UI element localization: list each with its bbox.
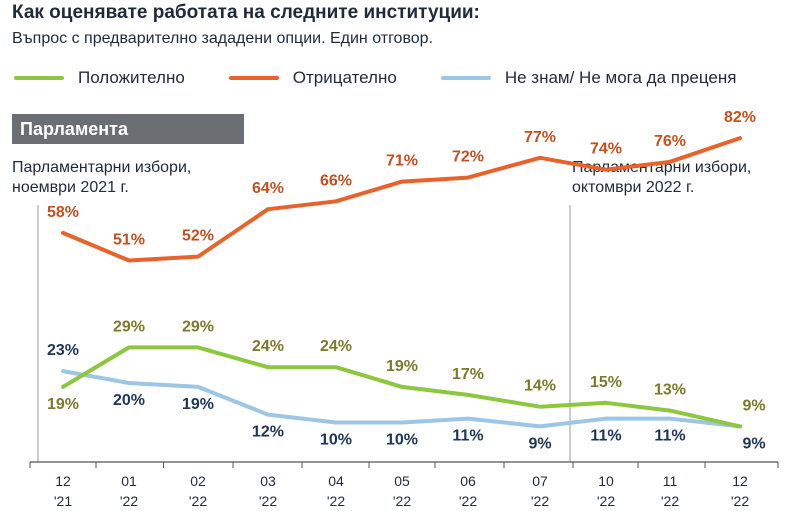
x-tick-label-year: '22 (731, 493, 749, 509)
legend-label-positive: Положително (78, 68, 185, 87)
annotation-left: Парламентарни избори, ноември 2021 г. (12, 158, 191, 198)
data-label-negative: 64% (252, 180, 284, 197)
legend-swatch-dont-know (440, 76, 491, 80)
data-label-positive: 24% (320, 338, 352, 355)
annotation-left-line2: ноември 2021 г. (12, 179, 129, 196)
legend-swatch-positive (14, 76, 64, 80)
section-label: Парламента (12, 114, 244, 144)
legend-label-negative: Отрицателно (292, 68, 397, 87)
x-tick-label-year: '22 (189, 493, 207, 509)
annotation-right-line2: октомври 2022 г. (572, 179, 695, 196)
data-label-positive: 29% (113, 318, 145, 335)
x-tick-label-year: '22 (327, 493, 345, 509)
series-line-dont-know (61, 369, 742, 429)
data-label-positive: 17% (452, 366, 484, 383)
x-tick-label-month: 12 (732, 473, 748, 489)
legend: Положително Отрицателно Не знам/ Не мога… (14, 68, 780, 88)
data-label-negative: 51% (113, 232, 145, 249)
legend-label-dont-know: Не знам/ Не мога да преценя (504, 68, 737, 87)
data-label-positive: 14% (524, 378, 556, 395)
data-label-negative: 58% (47, 204, 79, 221)
legend-item-dont-know: Не знам/ Не мога да преценя (440, 68, 737, 88)
data-label-positive: 29% (182, 318, 214, 335)
data-label-dont-know: 12% (252, 424, 284, 441)
x-tick-label-month: 12 (55, 473, 71, 489)
data-label-positive: 13% (654, 382, 686, 399)
data-label-dont-know: 9% (742, 435, 765, 452)
x-tick-label-year: '21 (54, 493, 72, 509)
data-label-negative: 74% (590, 141, 622, 158)
series-line-negative (61, 136, 742, 263)
x-tick-label-year: '22 (120, 493, 138, 509)
data-label-positive: 24% (252, 338, 284, 355)
data-label-negative: 76% (654, 133, 686, 150)
data-label-positive: 19% (47, 396, 79, 413)
chart-subtitle: Въпрос с предварително зададени опции. Е… (12, 30, 434, 47)
x-tick-label-month: 11 (663, 473, 678, 489)
data-label-negative: 66% (320, 172, 352, 189)
x-tick-label-year: '22 (459, 493, 477, 509)
data-label-negative: 52% (182, 228, 214, 245)
x-tick-label-year: '22 (393, 493, 411, 509)
x-tick-label-year: '22 (531, 493, 549, 509)
data-label-negative: 82% (724, 109, 756, 126)
series-line-positive (61, 345, 742, 429)
data-label-positive: 15% (590, 374, 622, 391)
x-tick-label-month: 10 (598, 473, 614, 489)
data-label-dont-know: 11% (590, 428, 621, 445)
x-tick-label-year: '22 (597, 493, 615, 509)
legend-item-positive: Положително (14, 68, 185, 88)
legend-swatch-negative (228, 76, 279, 80)
data-label-dont-know: 11% (654, 428, 685, 445)
data-label-dont-know: 20% (113, 392, 145, 409)
x-tick-label-month: 04 (328, 473, 344, 489)
data-label-negative: 71% (386, 153, 418, 170)
data-label-negative: 77% (524, 129, 556, 146)
data-label-positive: 9% (742, 397, 765, 414)
x-tick-label-month: 07 (532, 473, 548, 489)
data-label-dont-know: 23% (47, 342, 79, 359)
x-tick-label-year: '22 (661, 493, 679, 509)
annotation-right-line1: Парламентарни избори, (572, 159, 752, 176)
x-tick-label-month: 03 (260, 473, 276, 489)
data-label-dont-know: 9% (528, 435, 551, 452)
data-label-dont-know: 10% (386, 432, 418, 449)
data-label-positive: 19% (386, 358, 418, 375)
annotation-left-line1: Парламентарни избори, (12, 159, 192, 176)
data-label-negative: 72% (452, 149, 484, 166)
chart-title: Как оценявате работата на следните инсти… (12, 2, 480, 23)
annotation-right: Парламентарни избори, октомври 2022 г. (572, 158, 751, 198)
x-tick-label-month: 02 (190, 473, 206, 489)
x-tick-label-year: '22 (259, 493, 277, 509)
x-tick-label-month: 01 (121, 473, 137, 489)
x-tick-label-month: 05 (394, 473, 410, 489)
data-label-dont-know: 11% (452, 428, 483, 445)
legend-item-negative: Отрицателно (228, 68, 397, 88)
x-tick-label-month: 06 (460, 473, 476, 489)
data-label-dont-know: 19% (182, 396, 214, 413)
data-label-dont-know: 10% (320, 432, 352, 449)
